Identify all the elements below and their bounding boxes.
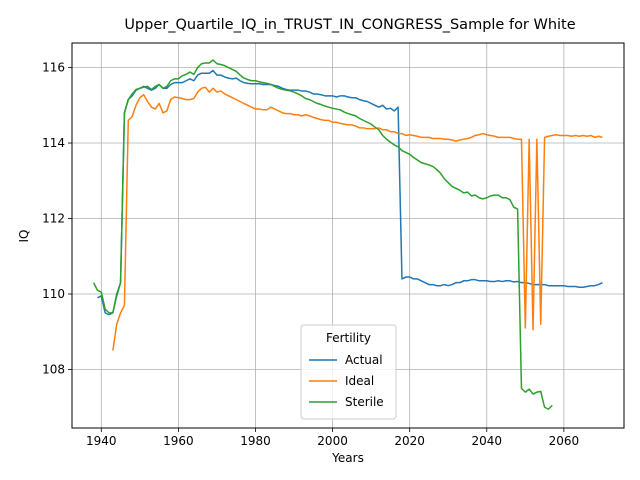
- y-tick-label: 108: [42, 362, 65, 376]
- series-layer: [92, 59, 603, 410]
- series-line-sterile: [92, 59, 553, 410]
- x-tick-label: 1980: [240, 434, 271, 448]
- plot-frame: [71, 42, 625, 429]
- legend-label-ideal: Ideal: [345, 374, 374, 388]
- legend-box: [300, 324, 397, 420]
- legend-label-sterile: Sterile: [345, 395, 384, 409]
- y-tick-label: 112: [42, 212, 65, 226]
- chart-title: Upper_Quartile_IQ_in_TRUST_IN_CONGRESS_S…: [124, 17, 575, 33]
- x-tick-label: 2020: [394, 434, 425, 448]
- legend: Fertility Actual Ideal Sterile: [300, 324, 397, 420]
- x-tick-label: 2040: [471, 434, 502, 448]
- y-axis: 108 110 112 114 116: [42, 61, 72, 376]
- legend-label-actual: Actual: [345, 353, 383, 367]
- x-axis: 1940 1960 1980 2000 2020 2040 2060: [86, 428, 579, 448]
- x-tick-label: 2060: [549, 434, 580, 448]
- series-line-actual: [97, 69, 603, 316]
- series-line-ideal: [112, 86, 603, 351]
- legend-title: Fertility: [326, 331, 371, 345]
- y-tick-label: 116: [42, 61, 65, 75]
- x-tick-label: 1960: [163, 434, 194, 448]
- y-axis-label: IQ: [17, 230, 31, 243]
- x-tick-label: 2000: [317, 434, 348, 448]
- x-tick-label: 1940: [86, 434, 117, 448]
- x-axis-label: Years: [331, 451, 364, 465]
- grid: [72, 43, 624, 428]
- y-tick-label: 114: [42, 136, 65, 150]
- y-tick-label: 110: [42, 287, 65, 301]
